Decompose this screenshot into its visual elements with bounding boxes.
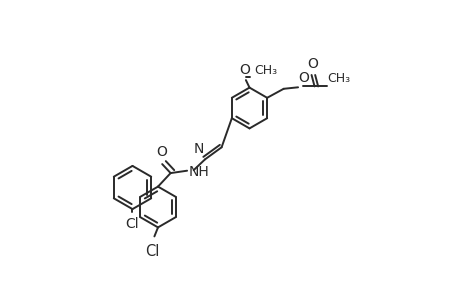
Text: Cl: Cl <box>145 244 159 259</box>
Text: O: O <box>156 145 166 159</box>
Text: N: N <box>193 142 204 156</box>
Text: O: O <box>298 71 309 85</box>
Text: CH₃: CH₃ <box>254 64 277 76</box>
Text: O: O <box>239 62 250 76</box>
Text: O: O <box>307 57 318 71</box>
Text: CH₃: CH₃ <box>327 72 350 85</box>
Text: Cl: Cl <box>125 217 139 231</box>
Text: NH: NH <box>188 165 209 179</box>
